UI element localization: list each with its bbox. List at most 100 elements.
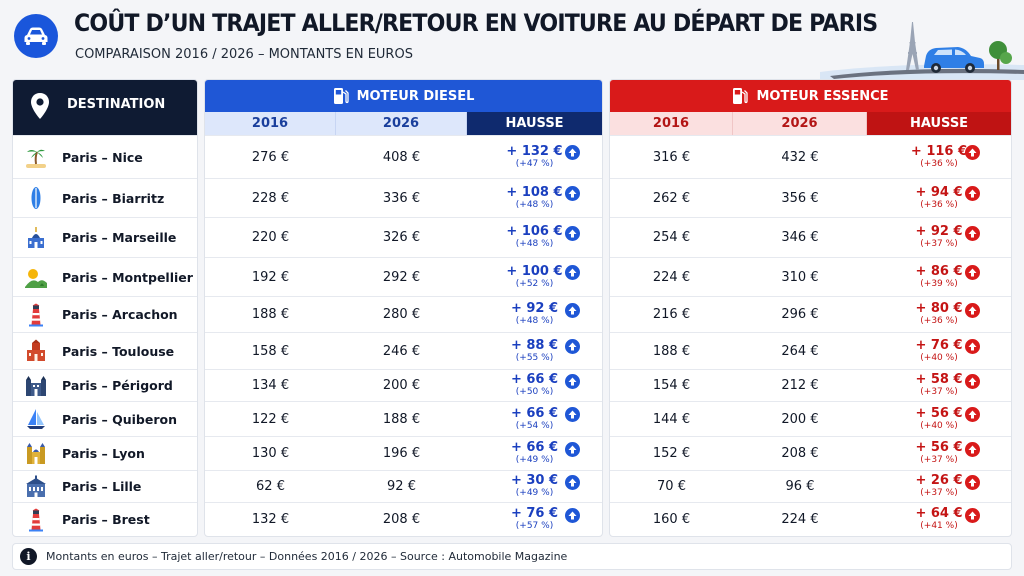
lighthouse-icon [24, 508, 48, 532]
diesel-increase-percent: (+48 %) [515, 316, 554, 326]
palm-tree-icon [24, 145, 48, 169]
essence-increase-amount: + 58 € [915, 372, 963, 387]
diesel-value-2026: 188 € [382, 411, 421, 427]
location-pin-icon [31, 93, 49, 119]
essence-value-2016: 152 € [652, 446, 691, 461]
essence-increase-amount: + 64 € [915, 506, 963, 521]
diesel-table-row: 132 € 208 € + 76 € (+57 %) [205, 502, 602, 536]
arrow-up-icon [968, 511, 977, 519]
essence-col-hausse: HAUSSE [867, 112, 1011, 135]
arrow-up-badge [565, 302, 580, 318]
diesel-value-2016: 188 € [251, 307, 290, 322]
essence-value-2016: 70 € [657, 479, 686, 494]
arrow-up-badge [565, 339, 580, 354]
essence-increase: + 94 € (+36 %) [867, 179, 1011, 217]
car-badge [14, 14, 58, 58]
diesel-table-row: 134 € 200 € + 66 € (+50 %) [205, 369, 602, 401]
blue-car-icon [924, 47, 984, 73]
diesel-increase-percent: (+48 %) [515, 199, 554, 210]
arrow-up-icon [568, 229, 577, 237]
arrow-up-icon [568, 445, 577, 453]
destination-header-label: DESTINATION [67, 97, 166, 112]
brick-church-icon [24, 339, 48, 363]
diesel-value-2016: 132 € [251, 512, 290, 527]
diesel-subheader: 2016 2026 HAUSSE [205, 112, 602, 135]
diesel-value-2016: 220 € [251, 230, 290, 245]
arrow-up-icon [968, 445, 977, 453]
diesel-table-row: 158 € 246 € + 88 € (+55 %) [205, 332, 602, 369]
essence-table-row: 216 € 296 € + 80 € (+36 %) [610, 296, 1011, 332]
arrow-up-icon [568, 306, 577, 314]
lighthouse-icon [24, 303, 48, 327]
essence-increase: + 80 € (+36 %) [867, 297, 1011, 332]
essence-increase-percent: (+40 %) [920, 420, 958, 431]
essence-table-row: 70 € 96 € + 26 € (+37 %) [610, 470, 1011, 502]
diesel-col-2016: 2016 [205, 112, 336, 135]
destination-row: Paris – Lyon [13, 436, 197, 470]
essence-value-2026: 296 € [781, 307, 819, 322]
info-icon: i [20, 548, 37, 565]
diesel-value-2026: 196 € [382, 446, 421, 461]
destination-row: Paris – Biarritz [13, 178, 197, 217]
arrow-up-icon [968, 148, 977, 157]
arrow-up-badge [965, 441, 980, 457]
diesel-increase-percent: (+57 %) [515, 521, 554, 531]
essence-value-2026: 356 € [781, 190, 819, 206]
essence-increase-percent: (+36 %) [920, 158, 958, 169]
diesel-increase-amount: + 100 € [506, 263, 563, 279]
diesel-increase-percent: (+50 %) [515, 387, 554, 397]
arrow-up-icon [968, 410, 977, 419]
diesel-title: MOTEUR DIESEL [356, 88, 475, 104]
arrow-up-icon [568, 377, 577, 385]
essence-value-2016: 262 € [652, 190, 691, 206]
essence-table-row: 262 € 356 € + 94 € (+36 %) [610, 178, 1011, 217]
destination-row: Paris – Nice [13, 135, 197, 178]
essence-increase: + 56 € (+40 %) [867, 402, 1011, 436]
arrow-up-icon [568, 148, 577, 157]
castle-icon [24, 374, 48, 398]
essence-increase-amount: + 94 € [915, 184, 963, 200]
diesel-increase: + 66 € (+50 %) [467, 370, 602, 401]
destination-name: Paris – Quiberon [62, 411, 177, 427]
essence-subheader: 2016 2026 HAUSSE [610, 112, 1011, 135]
essence-increase-percent: (+36 %) [920, 199, 958, 210]
destination-row: Paris – Toulouse [13, 332, 197, 369]
diesel-table-row: 122 € 188 € + 66 € (+54 %) [205, 401, 602, 436]
diesel-table-row: 228 € 336 € + 108 € (+48 %) [205, 178, 602, 217]
diesel-value-2026: 292 € [382, 269, 421, 285]
diesel-increase-amount: + 76 € [510, 506, 559, 521]
arrow-up-badge [565, 225, 580, 241]
arrow-up-icon [968, 377, 977, 385]
paris-car-illustration [820, 22, 1024, 80]
essence-value-2016: 316 € [652, 149, 691, 165]
diesel-value-2026: 246 € [382, 343, 421, 359]
essence-value-2026: 96 € [785, 479, 815, 494]
diesel-col-hausse: HAUSSE [467, 112, 602, 135]
diesel-increase-percent: (+47 %) [515, 158, 554, 169]
arrow-up-icon [568, 511, 577, 519]
essence-increase-amount: + 76 € [915, 337, 963, 353]
arrow-up-icon [568, 189, 577, 198]
car-icon [24, 27, 48, 45]
essence-increase: + 64 € (+41 %) [867, 503, 1011, 536]
diesel-value-2016: 276 € [251, 149, 290, 165]
destination-name: Paris – Biarritz [62, 190, 165, 206]
diesel-increase: + 66 € (+54 %) [467, 402, 602, 436]
diesel-increase-percent: (+54 %) [515, 420, 554, 431]
destination-name: Paris – Lyon [62, 446, 145, 461]
diesel-value-2026: 336 € [382, 190, 421, 206]
diesel-increase-amount: + 106 € [506, 224, 563, 239]
destination-row: Paris – Brest [13, 502, 197, 536]
arrow-up-badge [965, 373, 980, 389]
essence-increase: + 56 € (+37 %) [867, 437, 1011, 470]
arrow-up-badge [965, 339, 980, 354]
essence-increase-percent: (+37 %) [920, 455, 958, 465]
diesel-value-2016: 134 € [251, 378, 290, 393]
arrow-up-badge [965, 145, 980, 160]
diesel-increase: + 132 € (+47 %) [467, 136, 602, 178]
diesel-table-row: 220 € 326 € + 106 € (+48 %) [205, 217, 602, 257]
essence-increase-percent: (+41 %) [920, 521, 958, 531]
arrow-up-badge [565, 474, 580, 490]
diesel-value-2016: 62 € [256, 479, 285, 494]
essence-value-2016: 254 € [652, 230, 691, 245]
